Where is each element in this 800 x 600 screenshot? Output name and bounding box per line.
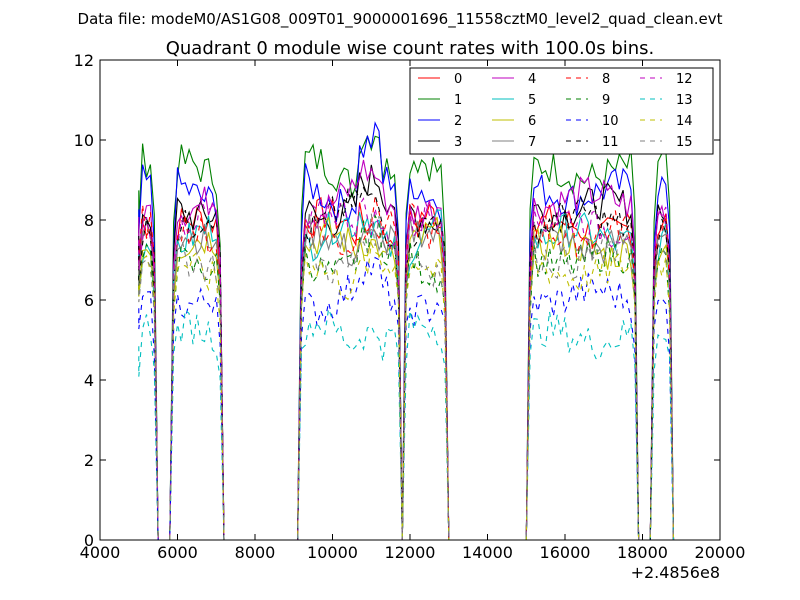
legend-label-9: 9 <box>602 93 610 108</box>
x-tick-label: 8000 <box>235 543 276 562</box>
legend-label-3: 3 <box>454 135 462 150</box>
y-tick-label: 10 <box>74 131 94 150</box>
y-tick-label: 0 <box>84 531 94 550</box>
x-tick-label: 16000 <box>540 543 591 562</box>
legend-label-6: 6 <box>528 114 536 129</box>
x-tick-label: 18000 <box>617 543 668 562</box>
series-line-3 <box>138 164 675 540</box>
series-line-8 <box>138 196 675 540</box>
x-tick-label: 20000 <box>695 543 746 562</box>
legend-label-10: 10 <box>602 114 619 129</box>
legend-label-4: 4 <box>528 72 536 87</box>
y-tick-label: 4 <box>84 371 94 390</box>
legend-label-15: 15 <box>676 135 693 150</box>
y-tick-label: 2 <box>84 451 94 470</box>
series-line-4 <box>138 159 675 540</box>
legend-label-8: 8 <box>602 72 610 87</box>
x-tick-label: 6000 <box>157 543 198 562</box>
series-line-2 <box>138 121 675 540</box>
legend-label-5: 5 <box>528 93 536 108</box>
series-layer <box>138 121 675 540</box>
y-tick-label: 6 <box>84 291 94 310</box>
x-tick-label: 4000 <box>80 543 121 562</box>
x-tick-label: 14000 <box>462 543 513 562</box>
suptitle: Data file: modeM0/AS1G08_009T01_90000016… <box>78 10 723 29</box>
legend-label-2: 2 <box>454 114 462 129</box>
series-line-13 <box>138 308 675 540</box>
legend-label-0: 0 <box>454 72 462 87</box>
series-line-10 <box>138 256 675 540</box>
x-offset-label: +2.4856e8 <box>631 563 720 582</box>
legend-frame <box>409 67 714 155</box>
series-line-9 <box>138 213 675 540</box>
series-line-7 <box>138 213 675 540</box>
legend-label-7: 7 <box>528 135 536 150</box>
legend-label-11: 11 <box>602 135 619 150</box>
y-tick-label: 8 <box>84 211 94 230</box>
y-tick-label: 12 <box>74 51 94 70</box>
x-tick-label: 12000 <box>385 543 436 562</box>
plot-area: 4000 6000 8000 10000 12000 14000 16000 18000 200… <box>74 51 746 582</box>
legend-label-13: 13 <box>676 93 693 108</box>
chart-title: Quadrant 0 module wise count rates with … <box>166 38 655 59</box>
legend-label-14: 14 <box>676 114 693 129</box>
ticks-layer: 4000 6000 8000 10000 12000 14000 16000 18000 200… <box>74 51 746 562</box>
x-tick-label: 10000 <box>307 543 358 562</box>
series-line-5 <box>138 209 675 540</box>
legend-label-12: 12 <box>676 72 693 87</box>
legend-label-1: 1 <box>454 93 462 108</box>
series-line-6 <box>138 216 675 540</box>
